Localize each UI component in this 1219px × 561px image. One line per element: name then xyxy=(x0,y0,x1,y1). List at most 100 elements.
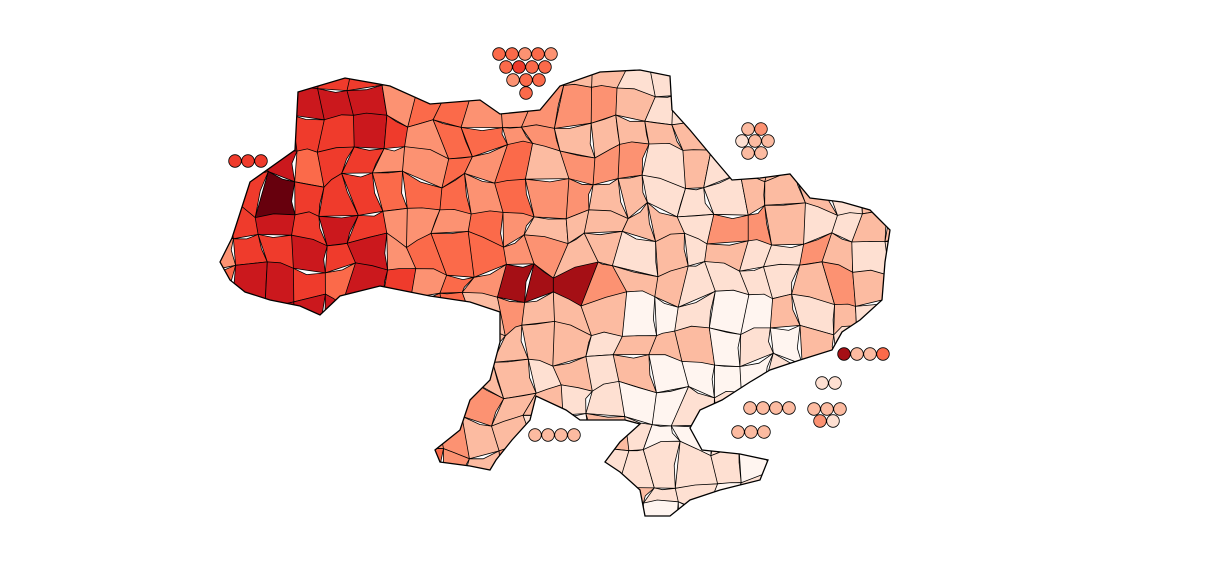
region xyxy=(881,385,890,423)
region xyxy=(855,144,890,181)
city-district xyxy=(254,154,268,168)
city-district xyxy=(754,122,768,136)
city-district xyxy=(837,347,851,361)
region xyxy=(318,392,358,429)
region xyxy=(402,506,436,516)
region xyxy=(220,332,238,363)
region xyxy=(220,390,235,419)
region xyxy=(865,410,890,455)
region xyxy=(708,327,742,368)
city-district xyxy=(782,401,796,415)
region xyxy=(884,208,890,243)
region xyxy=(892,296,928,331)
region xyxy=(880,450,890,482)
city-district xyxy=(528,428,542,442)
region xyxy=(230,353,262,392)
region xyxy=(221,390,260,423)
region xyxy=(853,70,890,99)
region xyxy=(289,383,327,423)
city-district xyxy=(519,73,533,87)
region xyxy=(220,70,234,99)
city-district xyxy=(815,376,829,390)
region xyxy=(701,70,740,89)
region xyxy=(860,171,890,215)
region xyxy=(259,70,289,87)
region xyxy=(346,70,387,92)
region xyxy=(290,515,328,516)
region xyxy=(792,111,838,155)
city-district xyxy=(833,402,847,416)
region xyxy=(351,380,380,429)
region xyxy=(220,297,238,338)
region xyxy=(252,442,294,481)
city-district xyxy=(820,402,834,416)
city-district xyxy=(519,86,533,100)
region xyxy=(352,325,385,364)
region xyxy=(887,504,890,516)
city-district xyxy=(544,47,558,61)
region xyxy=(340,513,379,516)
city-district xyxy=(757,425,771,439)
region xyxy=(497,477,533,509)
region xyxy=(581,507,629,516)
region xyxy=(460,87,504,129)
region xyxy=(258,418,295,454)
region xyxy=(377,321,418,358)
region xyxy=(225,447,266,474)
region xyxy=(855,126,890,150)
region xyxy=(431,475,469,508)
region xyxy=(621,290,658,337)
region xyxy=(254,213,296,236)
region xyxy=(892,329,928,357)
region xyxy=(382,268,417,300)
region xyxy=(220,112,238,155)
region xyxy=(852,269,890,307)
region xyxy=(897,97,927,128)
city-district xyxy=(769,401,783,415)
region xyxy=(231,306,266,338)
region xyxy=(893,119,925,155)
region xyxy=(585,412,631,452)
city-district xyxy=(761,134,775,148)
region xyxy=(895,411,923,456)
region xyxy=(858,474,889,508)
region xyxy=(828,90,868,128)
city-district xyxy=(506,73,520,87)
city-district xyxy=(735,134,749,148)
region xyxy=(220,82,262,117)
region xyxy=(798,440,837,485)
city-district xyxy=(741,122,755,136)
region xyxy=(251,110,299,152)
city-district xyxy=(828,376,842,390)
city-district xyxy=(567,428,581,442)
region xyxy=(228,470,269,514)
region xyxy=(531,439,562,488)
region xyxy=(527,507,566,516)
city-clusters xyxy=(228,47,890,442)
region xyxy=(284,335,326,363)
region xyxy=(259,301,297,338)
region xyxy=(463,500,510,516)
region xyxy=(373,421,420,458)
region xyxy=(220,442,232,484)
region xyxy=(220,413,227,449)
region xyxy=(252,472,292,516)
city-district xyxy=(756,401,770,415)
city-district xyxy=(538,60,552,74)
region xyxy=(281,443,329,481)
region xyxy=(407,70,449,93)
region xyxy=(463,475,503,508)
region xyxy=(733,81,780,129)
region xyxy=(284,352,327,394)
region xyxy=(762,83,803,128)
region xyxy=(772,508,807,516)
region xyxy=(220,147,240,188)
city-district xyxy=(532,73,546,87)
region xyxy=(374,474,415,515)
regions xyxy=(220,70,928,516)
city-district xyxy=(492,47,506,61)
region xyxy=(220,180,239,204)
region xyxy=(403,446,444,487)
region xyxy=(264,261,296,309)
city-district xyxy=(876,347,890,361)
